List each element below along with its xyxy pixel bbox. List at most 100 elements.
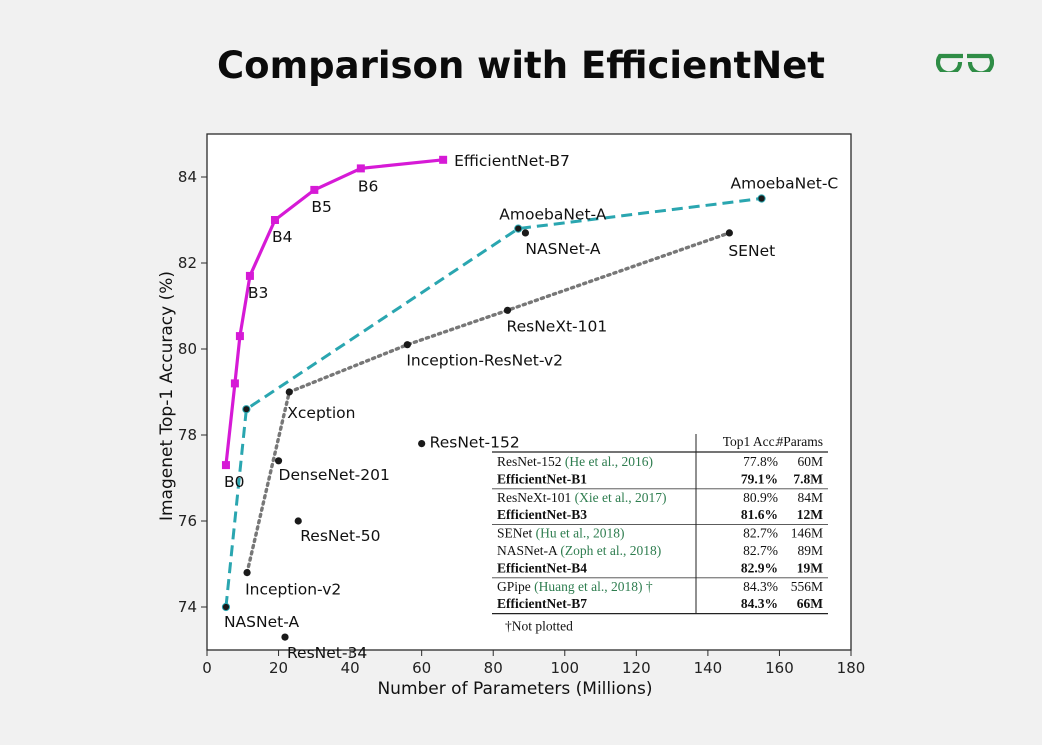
table-model-cell: SENet (Hu et al., 2018) — [497, 526, 624, 541]
table-params-cell: 19M — [797, 560, 824, 575]
table-acc-cell: 84.3% — [741, 596, 778, 611]
plot-frame — [206, 133, 852, 651]
table-acc-cell: 80.9% — [743, 490, 778, 505]
table-params-cell: 7.8M — [793, 471, 823, 486]
point-label: B0 — [224, 473, 245, 491]
point-label: NASNet-A — [224, 613, 299, 631]
table-header: #Params — [777, 434, 824, 449]
table-params-cell: 556M — [791, 579, 823, 594]
data-point — [274, 457, 283, 465]
table-acc-cell: 81.6% — [741, 507, 778, 522]
table-params-cell: 89M — [797, 543, 823, 558]
x-tick-label: 160 — [765, 659, 794, 677]
data-point — [310, 185, 319, 194]
point-label: B6 — [358, 177, 379, 195]
point-label: AmoebaNet-A — [499, 206, 607, 224]
table-acc-cell: 82.7% — [743, 543, 778, 558]
x-tick-label: 80 — [484, 659, 503, 677]
data-point — [242, 405, 251, 414]
table-model-name: EfficientNet-B7 — [497, 596, 587, 611]
data-point — [243, 569, 251, 577]
table-citation: (He et al., 2016) — [562, 454, 653, 469]
point-label: Inception-ResNet-v2 — [406, 352, 563, 370]
point-label: EfficientNet-B7 — [454, 152, 570, 170]
point-label: NASNet-A — [525, 240, 600, 258]
data-point — [439, 155, 448, 164]
table-model-name: SENet — [497, 526, 532, 541]
data-point — [235, 332, 244, 341]
table-model-cell: ResNet-152 (He et al., 2016) — [497, 454, 653, 469]
x-tick-label: 40 — [341, 659, 360, 677]
x-tick-label: 140 — [694, 659, 723, 677]
page-title: Comparison with EfficientNet — [217, 44, 825, 87]
table-citation: (Zoph et al., 2018) — [557, 543, 661, 558]
series-line-1 — [224, 158, 444, 466]
table-params-cell: 146M — [791, 526, 823, 541]
data-point — [356, 164, 365, 173]
data-point — [281, 633, 289, 641]
data-point — [270, 216, 279, 224]
table-citation: (Huang et al., 2018) † — [531, 579, 653, 594]
table-acc-cell: 82.9% — [741, 560, 778, 575]
geeksforgeeks-logo-icon — [936, 53, 994, 72]
point-label: SENet — [728, 242, 775, 260]
y-tick-label: 76 — [178, 512, 197, 530]
table-acc-cell: 82.7% — [743, 526, 778, 541]
point-label: AmoebaNet-C — [731, 175, 839, 193]
x-tick-label: 100 — [550, 659, 579, 677]
table-model-cell: EfficientNet-B3 — [497, 507, 587, 522]
y-tick-label: 84 — [178, 168, 197, 186]
data-point — [230, 379, 239, 388]
table-model-name: EfficientNet-B3 — [497, 507, 587, 522]
point-label: ResNeXt-101 — [507, 317, 608, 335]
point-label: B5 — [311, 198, 332, 216]
data-point — [221, 602, 231, 612]
y-tick-label: 74 — [178, 598, 197, 616]
table-acc-cell: 84.3% — [743, 579, 778, 594]
x-tick-label: 120 — [622, 659, 651, 677]
data-point — [418, 440, 426, 448]
y-tick-label: 80 — [178, 340, 197, 358]
point-label: Xception — [287, 404, 355, 422]
point-label: Inception-v2 — [245, 581, 341, 599]
table-params-cell: 12M — [797, 507, 824, 522]
table-model-cell: EfficientNet-B4 — [497, 560, 587, 575]
data-point — [514, 224, 523, 233]
data-point — [503, 306, 512, 314]
point-label: DenseNet-201 — [279, 466, 390, 484]
data-point — [285, 388, 293, 396]
data-point — [725, 229, 733, 237]
y-tick-label: 82 — [178, 254, 197, 272]
table-model-name: NASNet-A — [497, 543, 558, 558]
y-axis-title: Imagenet Top-1 Accuracy (%) — [157, 271, 177, 521]
data-point — [245, 271, 254, 280]
x-tick-label: 180 — [837, 659, 866, 677]
table-model-name: ResNet-152 — [497, 454, 562, 469]
y-tick-label: 78 — [178, 426, 197, 444]
table-acc-cell: 77.8% — [743, 454, 778, 469]
table-model-name: GPipe — [497, 579, 531, 594]
table-params-cell: 60M — [797, 454, 823, 469]
x-axis-title: Number of Parameters (Millions) — [377, 679, 652, 699]
table-model-cell: ResNeXt-101 (Xie et al., 2017) — [497, 490, 666, 505]
table-model-name: ResNeXt-101 — [497, 490, 571, 505]
table-citation: (Hu et al., 2018) — [532, 526, 624, 541]
data-point — [403, 341, 411, 349]
point-label: ResNet-152 — [430, 434, 520, 452]
point-label: ResNet-34 — [287, 644, 367, 662]
point-label: B4 — [272, 228, 293, 246]
table-model-cell: NASNet-A (Zoph et al., 2018) — [497, 543, 661, 558]
table-acc-cell: 79.1% — [741, 471, 778, 486]
x-tick-label: 20 — [269, 659, 288, 677]
table-params-cell: 66M — [797, 596, 824, 611]
data-point — [757, 194, 766, 203]
table-footnote: †Not plotted — [505, 619, 573, 634]
data-point — [294, 517, 302, 525]
table-model-cell: EfficientNet-B1 — [497, 471, 587, 486]
table-model-cell: GPipe (Huang et al., 2018) † — [497, 579, 653, 594]
point-label: B3 — [248, 284, 269, 302]
table-header: Top1 Acc. — [723, 434, 778, 449]
data-point — [521, 229, 530, 237]
series-line-2 — [224, 197, 762, 608]
